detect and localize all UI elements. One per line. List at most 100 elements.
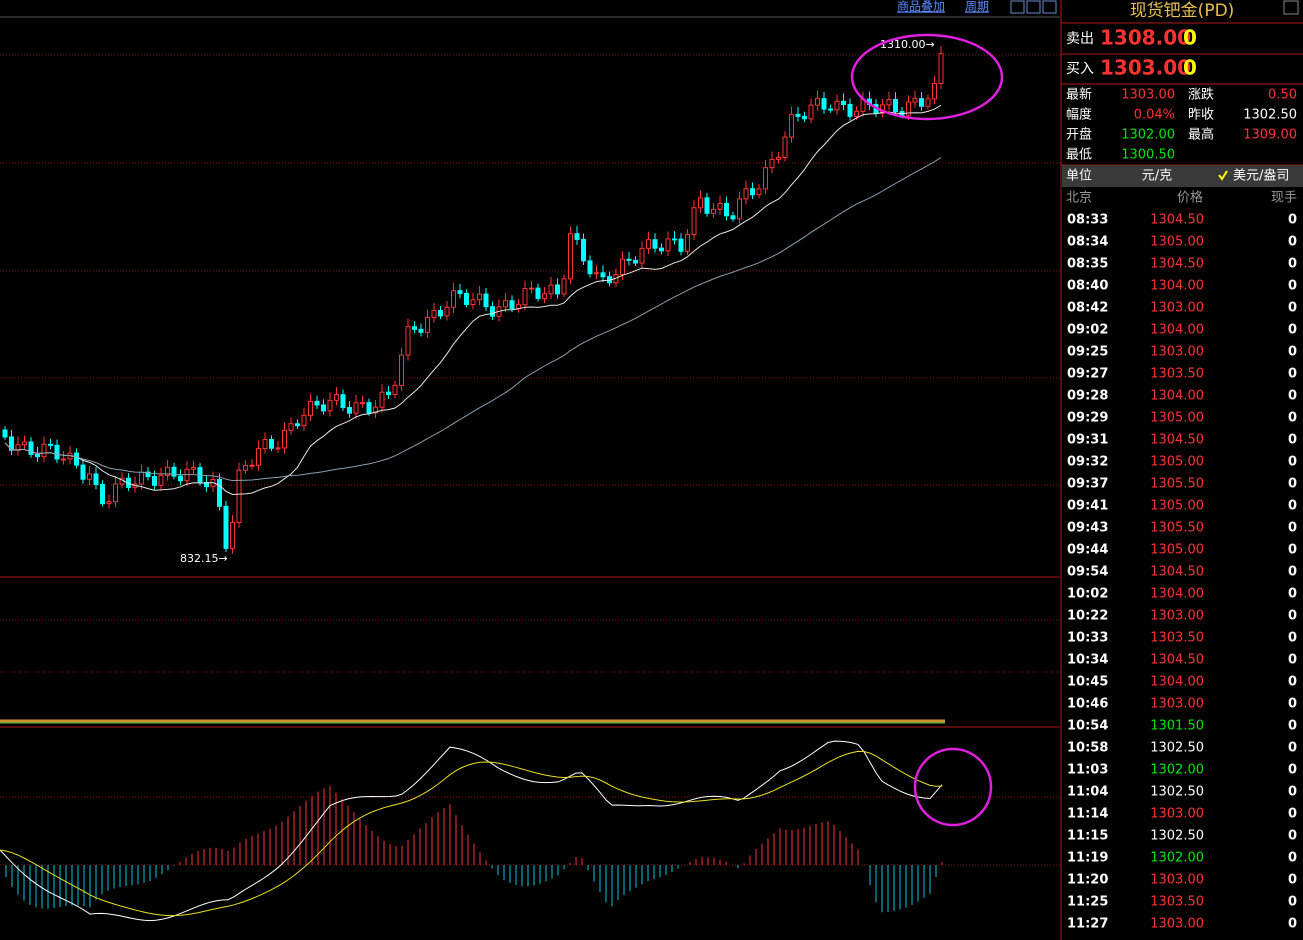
highlight-circle bbox=[913, 747, 993, 827]
tick-volume: 0 bbox=[1288, 829, 1297, 844]
tick-time: 10:45 bbox=[1067, 675, 1108, 690]
candle-body bbox=[509, 300, 515, 309]
candle-body bbox=[106, 501, 112, 505]
candle-body bbox=[659, 247, 664, 252]
quote-price: 1303.00 bbox=[1100, 56, 1191, 80]
tick-price: 1305.00 bbox=[1150, 235, 1204, 250]
candle-body bbox=[711, 208, 716, 214]
candle-body bbox=[425, 317, 430, 333]
candle-body bbox=[782, 136, 788, 158]
candle-body bbox=[54, 444, 60, 460]
tick-time: 10:54 bbox=[1067, 719, 1108, 734]
nav-button[interactable] bbox=[1042, 0, 1057, 14]
candle-body bbox=[438, 309, 443, 317]
candle-body bbox=[340, 394, 346, 409]
candle-body bbox=[35, 453, 40, 458]
candle-body bbox=[165, 466, 170, 476]
candle-body bbox=[769, 158, 775, 169]
candle-body bbox=[223, 505, 229, 549]
tick-price: 1304.00 bbox=[1150, 389, 1204, 404]
tick-price: 1303.00 bbox=[1150, 345, 1204, 360]
candle-body bbox=[938, 53, 944, 85]
tick-price: 1305.50 bbox=[1150, 521, 1204, 536]
tick-volume: 0 bbox=[1288, 301, 1297, 316]
stat-value: 1303.00 bbox=[1121, 88, 1175, 103]
candle-body bbox=[28, 441, 34, 455]
tick-price: 1302.50 bbox=[1150, 829, 1204, 844]
period-link[interactable]: 周期 bbox=[965, 0, 989, 14]
tick-volume: 0 bbox=[1288, 873, 1297, 888]
tick-time: 09:02 bbox=[1067, 323, 1108, 338]
tick-price: 1303.00 bbox=[1150, 873, 1204, 888]
tick-price: 1303.50 bbox=[1150, 631, 1204, 646]
panel-button[interactable] bbox=[1283, 0, 1299, 15]
candle-body bbox=[561, 278, 567, 295]
tick-volume: 0 bbox=[1288, 697, 1297, 712]
tick-time: 11:27 bbox=[1067, 917, 1108, 932]
candle-body bbox=[704, 197, 710, 214]
check-icon bbox=[1218, 170, 1228, 181]
candle-body bbox=[620, 258, 625, 276]
candle-body bbox=[74, 452, 79, 466]
nav-button[interactable] bbox=[1026, 0, 1041, 14]
candle-body bbox=[912, 98, 918, 103]
tick-price: 1304.00 bbox=[1150, 587, 1204, 602]
tick-volume: 0 bbox=[1288, 653, 1297, 668]
price-chart: 1310.00→ 832.15→ bbox=[0, 38, 945, 922]
candle-body bbox=[854, 110, 859, 117]
unit-label: 单位 bbox=[1066, 169, 1092, 184]
nav-button[interactable] bbox=[1010, 0, 1025, 14]
candle-body bbox=[9, 436, 14, 451]
candle-body bbox=[906, 101, 911, 116]
tick-price: 1302.00 bbox=[1150, 763, 1204, 778]
candle-body bbox=[587, 260, 593, 275]
quote-label: 卖出 bbox=[1066, 31, 1094, 47]
candle-body bbox=[379, 391, 385, 408]
tick-price: 1304.00 bbox=[1150, 323, 1204, 338]
candle-body bbox=[431, 309, 437, 319]
candle-body bbox=[386, 391, 391, 396]
tick-price: 1303.00 bbox=[1150, 697, 1204, 712]
candle-body bbox=[405, 326, 411, 356]
stat-value: 1309.00 bbox=[1243, 128, 1297, 143]
overlay-link[interactable]: 商品叠加 bbox=[897, 0, 945, 14]
candle-body bbox=[48, 443, 53, 446]
stat-value: 1300.50 bbox=[1121, 148, 1175, 163]
candle-body bbox=[893, 98, 898, 113]
tick-time: 09:32 bbox=[1067, 455, 1108, 470]
stat-label: 最低 bbox=[1066, 148, 1092, 163]
candle-body bbox=[529, 287, 534, 290]
candle-body bbox=[399, 354, 404, 386]
candle-body bbox=[93, 473, 99, 485]
tick-price: 1301.50 bbox=[1150, 719, 1204, 734]
candle-body bbox=[821, 98, 827, 110]
candle-body bbox=[100, 483, 105, 505]
candle-body bbox=[542, 293, 547, 299]
stat-label: 幅度 bbox=[1066, 107, 1092, 123]
tick-price: 1303.00 bbox=[1150, 917, 1204, 932]
candle-body bbox=[334, 394, 339, 401]
quote-volume: 0 bbox=[1183, 56, 1197, 80]
dif-line bbox=[0, 740, 943, 922]
candle-body bbox=[639, 247, 645, 264]
candle-body bbox=[626, 258, 632, 261]
candle-body bbox=[2, 429, 8, 438]
tick-volume: 0 bbox=[1288, 785, 1297, 800]
stat-value: 1302.50 bbox=[1243, 108, 1297, 123]
candle-body bbox=[152, 476, 157, 486]
candle-body bbox=[932, 83, 937, 100]
candle-body bbox=[834, 100, 840, 111]
unit-bar bbox=[1062, 165, 1303, 187]
candle-body bbox=[633, 259, 638, 264]
candle-body bbox=[795, 113, 801, 117]
candle-body bbox=[392, 384, 398, 396]
candle-body bbox=[815, 98, 820, 106]
candle-body bbox=[470, 299, 476, 305]
tick-price: 1305.00 bbox=[1150, 411, 1204, 426]
tick-price: 1304.50 bbox=[1150, 653, 1204, 668]
candle-body bbox=[451, 290, 456, 308]
stat-label: 最高 bbox=[1188, 127, 1214, 143]
candle-body bbox=[789, 113, 794, 138]
highlight-circle bbox=[850, 33, 1004, 121]
